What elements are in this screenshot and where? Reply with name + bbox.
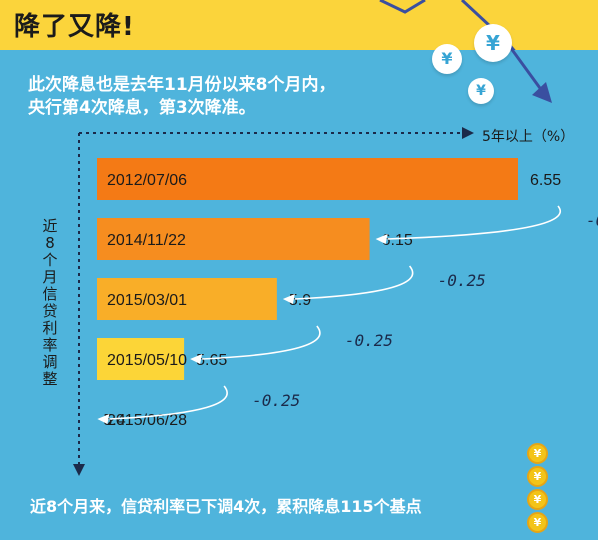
change-arrowhead	[190, 354, 203, 364]
x-axis-arrow	[462, 127, 474, 139]
value-label: 5.4	[103, 412, 125, 429]
category-label: 2015/06/28	[107, 412, 187, 429]
subtitle: 此次降息也是去年11月份以来8个月内， 央行第4次降息，第3次降准。	[28, 74, 336, 120]
bar	[97, 278, 277, 320]
subtitle-line-1: 此次降息也是去年11月份以来8个月内，	[28, 75, 336, 95]
yuan-coin-icon: ¥	[474, 24, 512, 62]
change-label: -0.25	[252, 391, 300, 410]
category-label: 2015/03/01	[107, 292, 187, 309]
yuan-coin-icon: ¥	[432, 44, 462, 74]
change-arrowhead	[282, 294, 295, 304]
change-label: -0.25	[438, 271, 486, 290]
footer-note: 近8个月来，信贷利率已下调4次，累积降息115个基点	[30, 497, 422, 516]
change-arrowhead	[97, 414, 110, 424]
change-arrowhead	[375, 234, 388, 244]
value-label: 5.9	[289, 292, 311, 309]
page-title: 降了又降!	[14, 12, 135, 42]
change-label: -0.25	[345, 331, 393, 350]
category-label: 2012/07/06	[107, 172, 187, 189]
value-label: 5.65	[196, 352, 227, 369]
bar	[97, 338, 185, 380]
value-label: 6.15	[382, 232, 413, 249]
gold-coin-icon: ¥	[527, 489, 548, 510]
subtitle-line-2: 央行第4次降息，第3次降准。	[28, 98, 256, 118]
change-arrow	[202, 325, 321, 360]
category-label: 2014/11/22	[107, 232, 186, 249]
gold-coin-icon: ¥	[527, 512, 548, 533]
yuan-coin-icon: ¥	[468, 78, 494, 104]
change-arrow	[294, 265, 414, 300]
gold-coin-icon: ¥	[527, 466, 548, 487]
change-label: -0.4	[586, 211, 598, 230]
value-label: 6.55	[530, 172, 561, 189]
unit-label: 5年以上（%）	[482, 129, 575, 145]
y-axis-label: 近8个月信贷利率调整	[42, 217, 58, 388]
bar	[97, 218, 370, 260]
y-axis-arrow	[73, 464, 85, 476]
gold-coin-icon: ¥	[527, 443, 548, 464]
bar	[97, 158, 518, 200]
category-label: 2015/05/10	[107, 352, 187, 369]
change-arrow	[109, 385, 228, 420]
change-arrow	[387, 205, 561, 240]
